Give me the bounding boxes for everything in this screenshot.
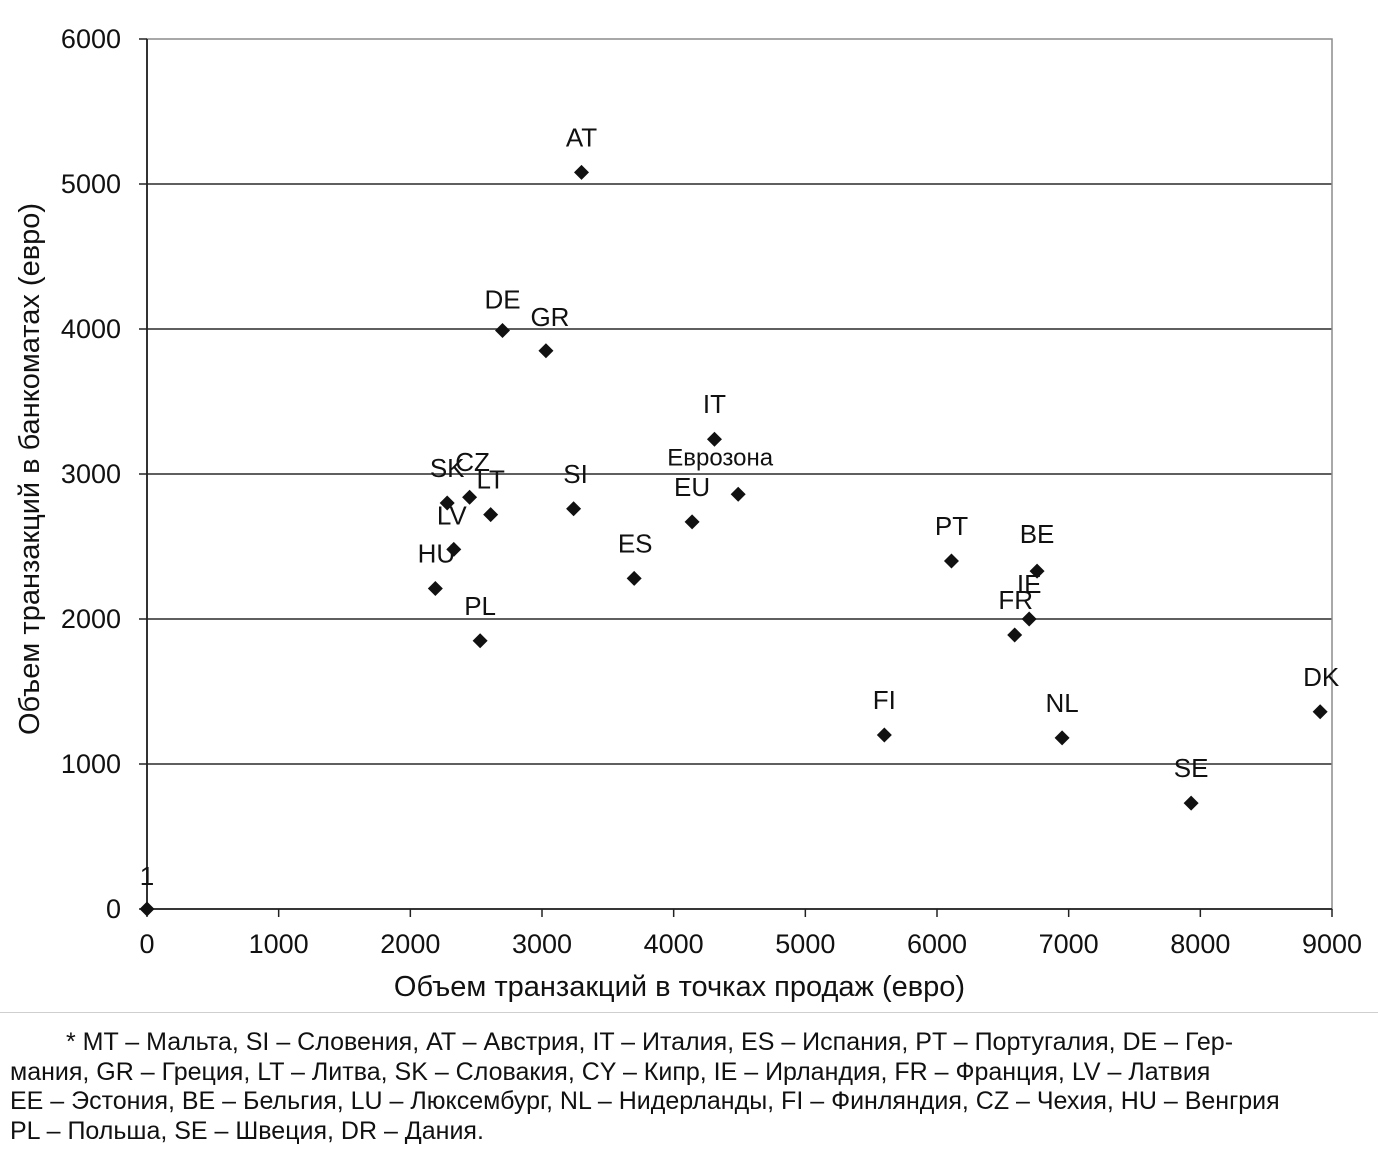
data-point-label: PL — [464, 591, 496, 621]
y-axis-title: Объем транзакций в банкоматах (евро) — [14, 203, 46, 735]
data-point-label: ES — [618, 528, 653, 558]
data-point-marker — [1021, 611, 1037, 627]
data-point-marker — [446, 541, 462, 557]
data-point-marker — [538, 343, 554, 359]
y-axis-ticks: 0 1000 2000 3000 4000 5000 6000 — [61, 24, 121, 924]
x-tick-label: 6000 — [907, 929, 967, 959]
footnote-line: * MT – Мальта, SI – Словения, AT – Австр… — [66, 1028, 1234, 1056]
footnote-line: PL – Польша, SE – Швеция, DR – Дания. — [10, 1116, 484, 1145]
scatter-chart: 0 1000 2000 3000 4000 5000 6000 0 1000 2000 3000 4… — [14, 24, 1362, 1003]
data-point-label: NL — [1045, 688, 1078, 718]
data-point-label: DK — [1303, 662, 1340, 692]
x-tick-label: 2000 — [380, 929, 440, 959]
data-point-label: HU — [418, 539, 456, 569]
data-point-marker — [139, 901, 155, 917]
data-point-label: IE — [1017, 569, 1042, 599]
data-point-marker — [483, 507, 499, 523]
data-point-marker — [730, 486, 746, 502]
data-point-marker — [574, 164, 589, 180]
footnote-line: мания, GR – Греция, LT – Литва, SK – Сло… — [10, 1057, 1211, 1086]
y-tick-label: 3000 — [61, 459, 121, 489]
footnote: * MT – Мальта, SI – Словения, AT – Австр… — [10, 1028, 1372, 1146]
y-tick-label: 4000 — [61, 314, 121, 344]
data-point-label: PT — [935, 511, 968, 541]
y-tick-label: 6000 — [61, 24, 121, 54]
data-point-marker — [1054, 730, 1070, 746]
data-point-label: LT — [476, 465, 505, 495]
data-point-marker — [495, 322, 510, 338]
data-point-label: SE — [1174, 753, 1209, 783]
data-point-label: EU — [674, 472, 710, 502]
data-point-label: DE — [484, 284, 520, 314]
separator-line — [0, 1012, 1378, 1013]
data-point-marker — [462, 489, 478, 505]
data-point-marker — [626, 570, 642, 586]
x-axis-ticks: 0 1000 2000 3000 4000 5000 6000 7000 8000 9000 — [139, 929, 1362, 959]
y-tick-label: 0 — [106, 894, 121, 924]
x-tick-label: 5000 — [775, 929, 835, 959]
data-point-marker — [1007, 627, 1023, 643]
data-point-marker — [427, 581, 443, 597]
x-tick-label: 4000 — [644, 929, 704, 959]
data-point-label: BE — [1020, 519, 1055, 549]
data-point-marker — [1029, 563, 1045, 579]
axes — [139, 38, 1333, 917]
data-point-label: IT — [703, 389, 726, 419]
data-point-marker — [1312, 704, 1328, 720]
y-tick-label: 1000 — [61, 749, 121, 779]
data-point-label: 1 — [140, 861, 154, 891]
data-point-label: AT — [566, 122, 597, 152]
y-tick-label: 2000 — [61, 604, 121, 634]
data-point-label: FR — [998, 585, 1033, 615]
x-tick-label: 7000 — [1039, 929, 1099, 959]
data-point-label: Еврозона — [667, 444, 774, 471]
data-point-marker — [684, 514, 700, 530]
data-point-label: LV — [437, 500, 468, 530]
data-point-marker — [876, 727, 892, 743]
x-tick-label: 9000 — [1302, 929, 1362, 959]
y-tick-label: 5000 — [61, 169, 121, 199]
x-tick-label: 3000 — [512, 929, 572, 959]
data-point-label: FI — [873, 685, 896, 715]
data-point-marker — [439, 495, 455, 511]
data-point-label: GR — [530, 302, 569, 332]
data-point-marker — [472, 633, 488, 649]
data-point-marker — [943, 553, 959, 569]
data-point-label: SK — [430, 453, 465, 483]
data-point-marker — [566, 501, 582, 517]
x-axis-title: Объем транзакций в точках продаж (евро) — [394, 971, 965, 1003]
gridlines — [147, 183, 1332, 765]
x-tick-label: 1000 — [249, 929, 309, 959]
x-tick-label: 8000 — [1170, 929, 1230, 959]
x-tick-label: 0 — [139, 929, 154, 959]
footnote-line: EE – Эстония, BE – Бельгия, LU – Люксемб… — [10, 1087, 1280, 1115]
data-point-marker — [706, 431, 722, 447]
data-point-marker — [1183, 795, 1199, 811]
data-point-label: SI — [563, 459, 588, 489]
data-point-label: CZ — [455, 447, 490, 477]
